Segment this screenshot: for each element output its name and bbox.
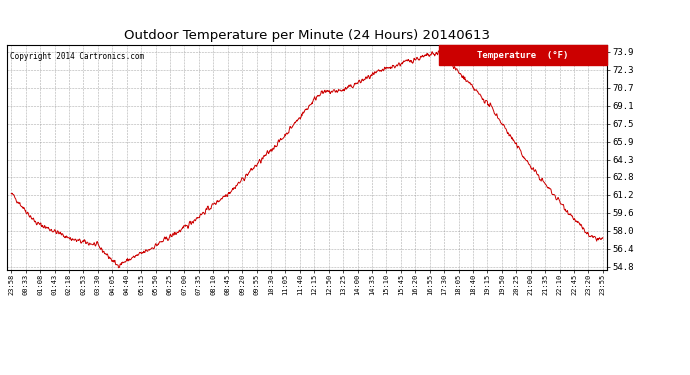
Text: Temperature  (°F): Temperature (°F) — [477, 51, 569, 60]
Title: Outdoor Temperature per Minute (24 Hours) 20140613: Outdoor Temperature per Minute (24 Hours… — [124, 30, 490, 42]
FancyBboxPatch shape — [439, 45, 607, 65]
Text: Copyright 2014 Cartronics.com: Copyright 2014 Cartronics.com — [10, 52, 144, 61]
